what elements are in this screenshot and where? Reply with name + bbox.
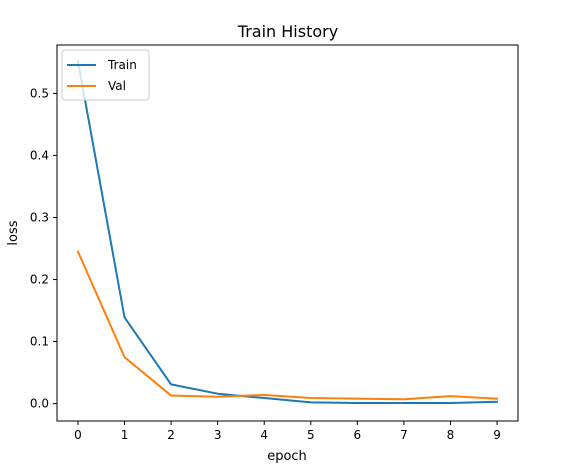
x-tick-label: 7 [400,428,408,442]
x-tick-label: 8 [447,428,455,442]
x-tick-label: 2 [167,428,175,442]
x-tick-label: 4 [260,428,268,442]
series-line-val [76,250,499,401]
y-axis-label: loss [6,220,21,245]
x-tick-label: 0 [74,428,82,442]
y-axis-ticks: 0.0 0.1 0.2 0.3 0.4 0.5 [30,86,57,411]
y-tick-label: 0.4 [30,148,49,162]
plot-frame [56,44,519,422]
y-tick-label: 0.2 [30,273,49,287]
y-tick-label: 0.5 [30,86,49,100]
chart-title: Train History [237,22,338,41]
y-tick-label: 0.3 [30,210,49,224]
legend-label-val: Val [108,79,126,93]
x-tick-label: 3 [214,428,222,442]
legend: Train Val [61,49,150,101]
y-tick-label: 0.1 [30,335,49,349]
plot-area [57,45,518,421]
y-tick-label: 0.0 [30,397,49,411]
legend-box [61,49,150,101]
x-tick-label: 6 [354,428,362,442]
series-line-train [76,59,499,405]
x-tick-label: 9 [493,428,501,442]
x-tick-label: 5 [307,428,315,442]
x-axis-label: epoch [267,449,307,464]
legend-label-train: Train [107,58,137,72]
x-axis-ticks: 0 1 2 3 4 5 6 7 8 9 [74,421,501,442]
x-tick-label: 1 [121,428,129,442]
series-layer [76,59,499,405]
